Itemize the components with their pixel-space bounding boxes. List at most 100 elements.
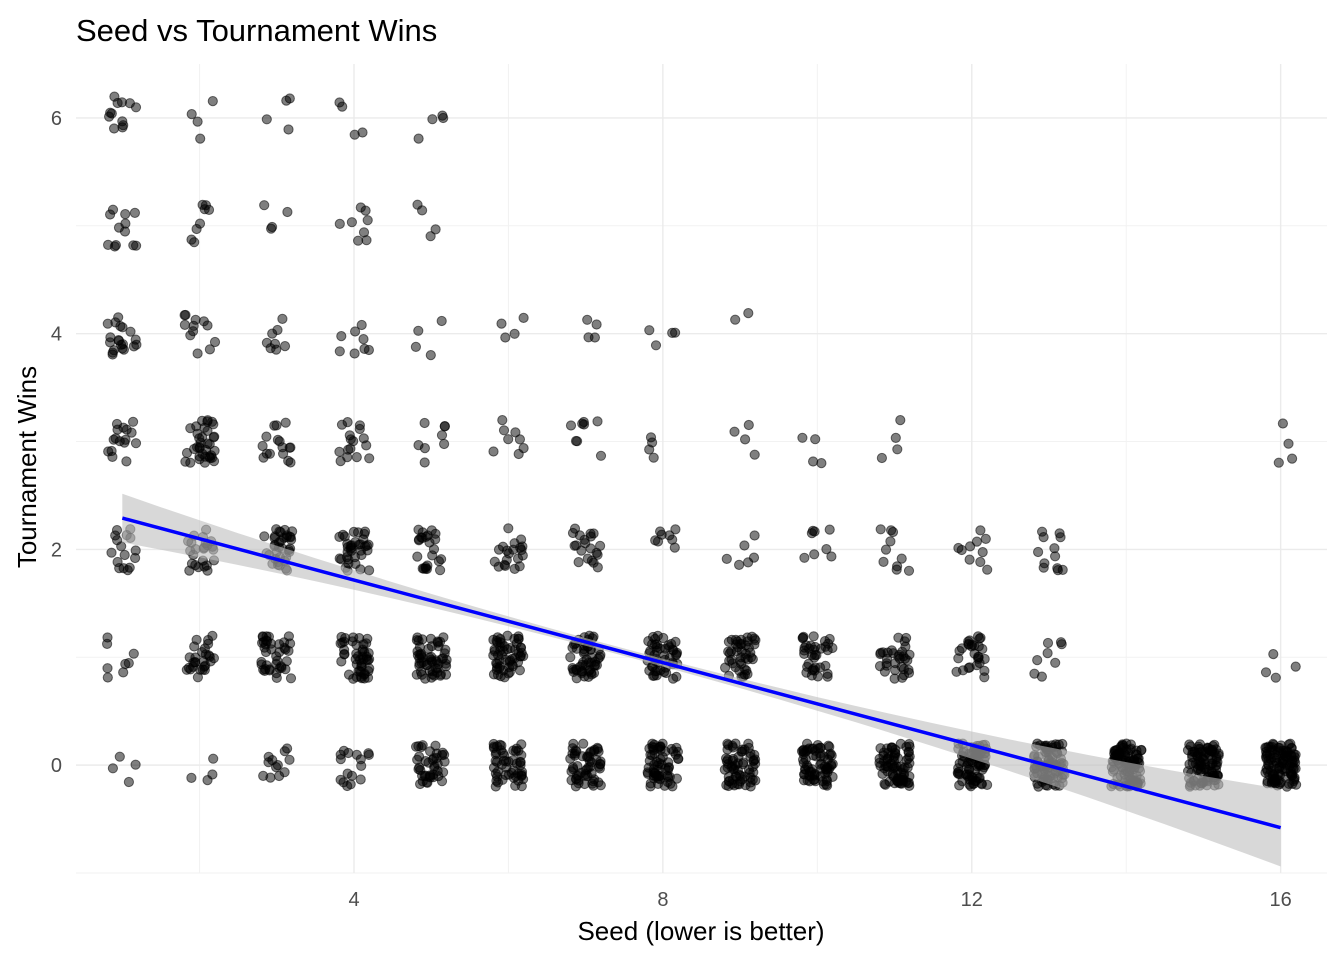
y-tick-label: 0 bbox=[51, 755, 62, 777]
data-point bbox=[190, 560, 201, 571]
data-point bbox=[1050, 551, 1061, 562]
data-point bbox=[734, 559, 745, 571]
data-point bbox=[109, 91, 120, 102]
data-point bbox=[355, 774, 366, 785]
data-point bbox=[1280, 763, 1291, 774]
data-point bbox=[1052, 565, 1064, 576]
data-point bbox=[257, 440, 268, 452]
data-point bbox=[578, 657, 589, 668]
data-point bbox=[650, 340, 662, 351]
data-point bbox=[258, 664, 269, 675]
data-point bbox=[580, 765, 591, 776]
data-point bbox=[427, 550, 438, 561]
data-point bbox=[975, 556, 986, 568]
data-point bbox=[261, 431, 272, 442]
data-point bbox=[123, 658, 134, 669]
data-point bbox=[419, 443, 430, 454]
x-axis-ticks: 4 8 12 16 bbox=[348, 889, 1291, 911]
data-point bbox=[518, 774, 529, 785]
data-point bbox=[877, 768, 888, 780]
data-point bbox=[267, 328, 278, 339]
data-point bbox=[811, 751, 822, 762]
data-point bbox=[337, 101, 348, 112]
data-point bbox=[1197, 753, 1208, 764]
data-point bbox=[1277, 418, 1289, 429]
data-point bbox=[342, 768, 353, 779]
data-point bbox=[202, 565, 213, 576]
data-point bbox=[103, 446, 114, 457]
data-point bbox=[131, 240, 142, 251]
data-point bbox=[263, 631, 274, 642]
data-point bbox=[585, 528, 596, 539]
data-point bbox=[1261, 763, 1272, 774]
data-point bbox=[363, 539, 374, 550]
data-point bbox=[259, 200, 270, 211]
data-point bbox=[186, 109, 197, 120]
data-point bbox=[1205, 746, 1217, 757]
data-point bbox=[975, 525, 986, 536]
data-point bbox=[652, 770, 663, 781]
data-point bbox=[119, 549, 130, 561]
data-point bbox=[889, 778, 900, 789]
data-point bbox=[750, 635, 761, 646]
data-point bbox=[105, 332, 116, 343]
data-point bbox=[1123, 753, 1135, 764]
data-point bbox=[346, 540, 357, 551]
data-point bbox=[1032, 655, 1043, 666]
data-point bbox=[904, 649, 915, 660]
data-point bbox=[209, 336, 221, 348]
data-point bbox=[258, 770, 269, 782]
data-point bbox=[123, 776, 134, 788]
data-point bbox=[347, 636, 358, 647]
data-point bbox=[589, 332, 601, 343]
data-point bbox=[648, 452, 659, 463]
data-point bbox=[649, 670, 660, 681]
data-point bbox=[336, 419, 348, 430]
data-point bbox=[490, 768, 501, 779]
data-point bbox=[208, 753, 219, 764]
data-point bbox=[1029, 668, 1040, 679]
data-point bbox=[102, 318, 113, 329]
data-point bbox=[186, 772, 197, 784]
data-point bbox=[895, 415, 906, 426]
data-point bbox=[798, 775, 810, 786]
data-point bbox=[658, 632, 669, 644]
data-point bbox=[953, 542, 964, 554]
data-point bbox=[432, 765, 443, 777]
data-point bbox=[578, 738, 589, 749]
data-point bbox=[582, 314, 593, 325]
data-point bbox=[875, 524, 886, 535]
data-point bbox=[209, 431, 220, 442]
data-point bbox=[895, 761, 906, 772]
data-point bbox=[272, 434, 283, 445]
data-point bbox=[878, 556, 889, 568]
data-point bbox=[740, 648, 751, 659]
data-point bbox=[509, 328, 520, 339]
data-point bbox=[798, 745, 809, 756]
data-point bbox=[827, 758, 838, 770]
data-point bbox=[650, 639, 661, 650]
data-point bbox=[356, 760, 367, 772]
data-point bbox=[114, 751, 125, 762]
y-tick-label: 4 bbox=[51, 324, 62, 346]
data-point bbox=[354, 654, 366, 666]
data-point bbox=[439, 438, 450, 450]
data-point bbox=[885, 536, 896, 547]
data-point bbox=[493, 561, 504, 572]
data-point bbox=[110, 240, 122, 251]
data-point bbox=[513, 631, 524, 642]
data-point bbox=[427, 114, 438, 125]
data-point bbox=[120, 434, 131, 445]
data-point bbox=[951, 666, 962, 677]
data-point bbox=[120, 209, 131, 220]
data-point bbox=[886, 525, 897, 536]
data-point bbox=[1042, 648, 1053, 659]
data-point bbox=[1210, 760, 1221, 771]
data-point bbox=[1270, 672, 1281, 683]
data-point bbox=[655, 526, 666, 537]
data-point bbox=[116, 339, 127, 350]
data-point bbox=[567, 762, 579, 773]
data-point bbox=[102, 638, 113, 650]
data-point bbox=[820, 660, 831, 671]
data-point bbox=[667, 781, 678, 792]
